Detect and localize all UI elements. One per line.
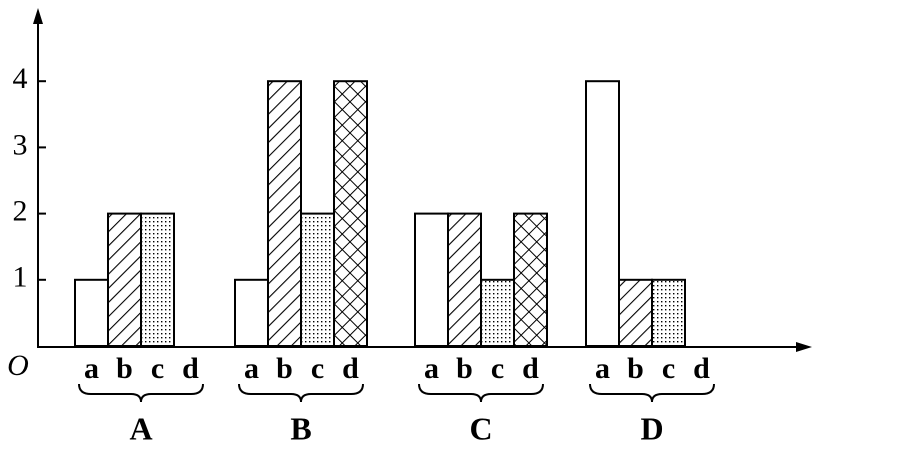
- series-label: a: [424, 352, 439, 385]
- bar: [513, 212, 548, 347]
- category-label: A: [129, 410, 152, 446]
- bar: [234, 278, 269, 347]
- bar: [140, 212, 175, 347]
- category-label: B: [290, 410, 311, 446]
- y-tick-label: 2: [13, 194, 28, 227]
- y-axis-arrow: [33, 8, 43, 24]
- bar: [414, 212, 449, 347]
- series-label: b: [456, 352, 473, 385]
- bar: [107, 212, 142, 347]
- x-axis-arrow: [796, 342, 812, 352]
- series-label: a: [244, 352, 259, 385]
- origin-label: O: [7, 349, 29, 382]
- group-brace: [78, 383, 204, 403]
- series-label: d: [342, 352, 359, 385]
- bar: [618, 278, 653, 347]
- series-label: c: [311, 352, 324, 385]
- series-label: d: [182, 352, 199, 385]
- series-label: d: [522, 352, 539, 385]
- y-tick-label: 4: [13, 62, 28, 95]
- y-tick-label: 3: [13, 128, 28, 161]
- series-label: a: [595, 352, 610, 385]
- bar: [651, 278, 686, 347]
- bar: [333, 80, 368, 347]
- series-label: d: [693, 352, 710, 385]
- category-label: D: [640, 410, 663, 446]
- group-brace: [238, 383, 364, 403]
- bar: [267, 80, 302, 347]
- y-tick-label: 1: [13, 261, 28, 294]
- bar: [585, 80, 620, 347]
- group-brace: [418, 383, 544, 403]
- bar: [74, 278, 109, 347]
- bar: [300, 212, 335, 347]
- series-label: b: [627, 352, 644, 385]
- series-label: c: [662, 352, 675, 385]
- series-label: a: [84, 352, 99, 385]
- series-label: c: [151, 352, 164, 385]
- bar: [447, 212, 482, 347]
- series-label: b: [276, 352, 293, 385]
- series-label: c: [491, 352, 504, 385]
- category-label: C: [469, 410, 492, 446]
- bar: [480, 278, 515, 347]
- series-label: b: [116, 352, 133, 385]
- group-brace: [589, 383, 715, 403]
